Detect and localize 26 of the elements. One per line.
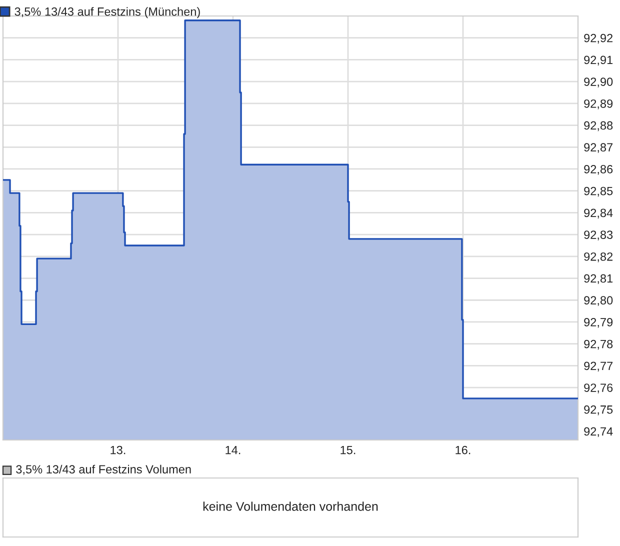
text: keine Volumendaten vorhanden [203,502,378,511]
y-tick-label: 92,76 [584,384,613,394]
y-tick-label: 92,81 [584,274,613,284]
y-tick-label: 92,82 [584,252,613,262]
y-tick-label: 92,75 [584,405,613,416]
y-tick-label: 92,83 [584,230,613,240]
y-tick-label: 92,80 [584,296,613,306]
text: 3,5% 13/43 auf Festzins Volumen [16,464,191,475]
x-tick-label: 14. [226,446,240,454]
y-tick-label: 92,85 [584,186,613,197]
y-tick-label: 92,90 [584,78,613,88]
y-tick-label: 92,92 [584,34,613,44]
y-tick-label: 92,77 [584,362,613,372]
y-tick-label: 92,87 [584,143,613,153]
x-tick-label: 13. [110,446,126,454]
x-tick-label: 15. [340,446,356,454]
y-tick-label: 92,91 [584,56,613,66]
legend-label: 3,5% 13/43 auf Festzins (München) [14,7,200,18]
y-tick-label: 92,86 [584,165,613,175]
y-tick-label: 92,88 [584,121,613,132]
y-tick-label: 92,79 [584,318,613,328]
y-tick-label: 92,84 [584,208,613,218]
y-tick-label: 92,74 [584,427,613,438]
y-tick-label: 92,78 [584,340,613,350]
x-tick-label: 16. [456,446,470,454]
y-tick-label: 92,89 [584,99,613,110]
